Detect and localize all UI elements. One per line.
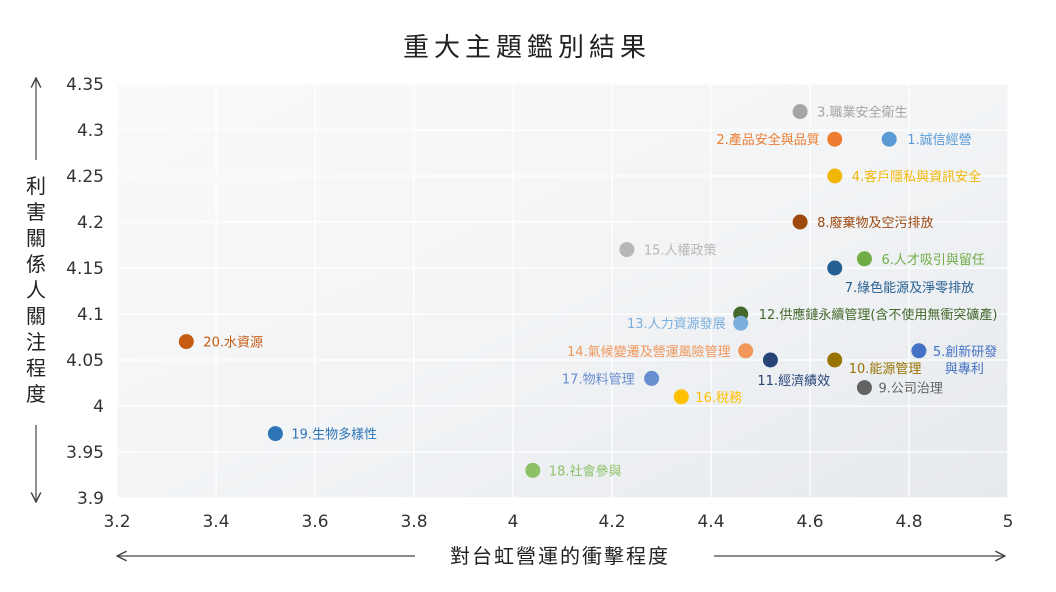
data-label: 12.供應鏈永續管理(含不使用無衝突礦產) <box>759 307 998 323</box>
x-tick-label: 3.2 <box>103 512 130 532</box>
data-labels: 1.誠信經營 2.產品安全與品質 3.職業安全衛生 4.客戶隱私與資訊安全 5.創新研發… <box>203 105 997 480</box>
data-label: 3.職業安全衛生 <box>817 105 907 121</box>
data-label: 16.稅務 <box>695 391 742 406</box>
data-label: 13.人力資源發展 <box>627 317 726 332</box>
data-point <box>178 334 194 350</box>
data-label: 19.生物多樣性 <box>291 427 377 443</box>
x-tick-label: 4.4 <box>697 512 724 532</box>
data-point <box>792 104 808 120</box>
grid-lines <box>116 83 1009 499</box>
y-tick-label: 4.05 <box>66 351 104 371</box>
data-label: 2.產品安全與品質 <box>716 132 819 148</box>
data-point <box>827 131 843 147</box>
data-label: 11.經濟績效 <box>757 373 830 389</box>
data-point <box>856 380 872 396</box>
x-tick-label: 3.8 <box>400 512 427 532</box>
y-tick-label: 4.25 <box>66 167 104 187</box>
x-axis-ticks: 3.2 3.4 3.6 3.8 4 4.2 4.4 4.6 4.8 5 <box>103 512 1013 532</box>
y-tick-label: 3.9 <box>77 489 104 509</box>
y-axis-ticks: 4.35 4.3 4.25 4.2 4.15 4.1 4.05 4 3.95 3.9 <box>66 75 104 509</box>
data-point <box>619 242 635 258</box>
data-points <box>178 104 927 478</box>
data-point <box>738 343 754 359</box>
data-label: 5.創新研發與專利 <box>933 344 997 377</box>
y-tick-label: 4.1 <box>77 305 104 325</box>
data-point <box>911 343 927 359</box>
data-point <box>733 315 749 331</box>
y-tick-label: 4.2 <box>77 213 104 233</box>
data-point <box>827 168 843 184</box>
chart-title: 重大主題鑑別結果 <box>403 33 651 63</box>
x-tick-label: 4.2 <box>598 512 625 532</box>
data-point <box>267 426 283 442</box>
plot-area <box>117 84 1008 498</box>
data-point <box>792 214 808 230</box>
data-label: 14.氣候變遷及營運風險管理 <box>567 344 731 360</box>
x-tick-label: 4.6 <box>796 512 823 532</box>
y-tick-label: 4.3 <box>77 121 104 141</box>
data-label: 15.人權政策 <box>644 243 717 259</box>
data-label: 1.誠信經營 <box>907 133 971 148</box>
x-tick-label: 4 <box>508 512 519 532</box>
data-point <box>644 370 660 386</box>
data-label: 7.綠色能源及淨零排放 <box>845 280 974 296</box>
x-axis-label: 對台虹營運的衝擊程度 <box>450 544 670 568</box>
x-tick-label: 5 <box>1003 512 1014 532</box>
y-tick-label: 4.15 <box>66 259 104 279</box>
data-label: 4.客戶隱私與資訊安全 <box>852 169 981 185</box>
x-tick-label: 3.4 <box>202 512 229 532</box>
data-label: 10.能源管理 <box>849 362 922 377</box>
y-tick-label: 4 <box>93 397 104 417</box>
y-tick-label: 3.95 <box>66 443 104 463</box>
data-point <box>881 131 897 147</box>
x-tick-label: 3.6 <box>301 512 328 532</box>
data-label: 6.人才吸引與留任 <box>881 253 984 268</box>
data-point <box>827 260 843 276</box>
data-label: 9.公司治理 <box>878 382 942 397</box>
data-point <box>762 352 778 368</box>
y-tick-label: 4.35 <box>66 75 104 95</box>
data-label: 17.物料管理 <box>562 372 635 387</box>
data-label: 18.社會參與 <box>549 463 622 479</box>
data-label: 8.廢棄物及空污排放 <box>817 216 933 231</box>
data-point <box>525 462 541 478</box>
data-point <box>673 389 689 405</box>
data-point <box>827 352 843 368</box>
data-label: 20.水資源 <box>203 336 263 351</box>
y-axis-label: 利害關係人關注程度 <box>26 174 46 406</box>
data-point <box>856 251 872 267</box>
x-tick-label: 4.8 <box>895 512 922 532</box>
